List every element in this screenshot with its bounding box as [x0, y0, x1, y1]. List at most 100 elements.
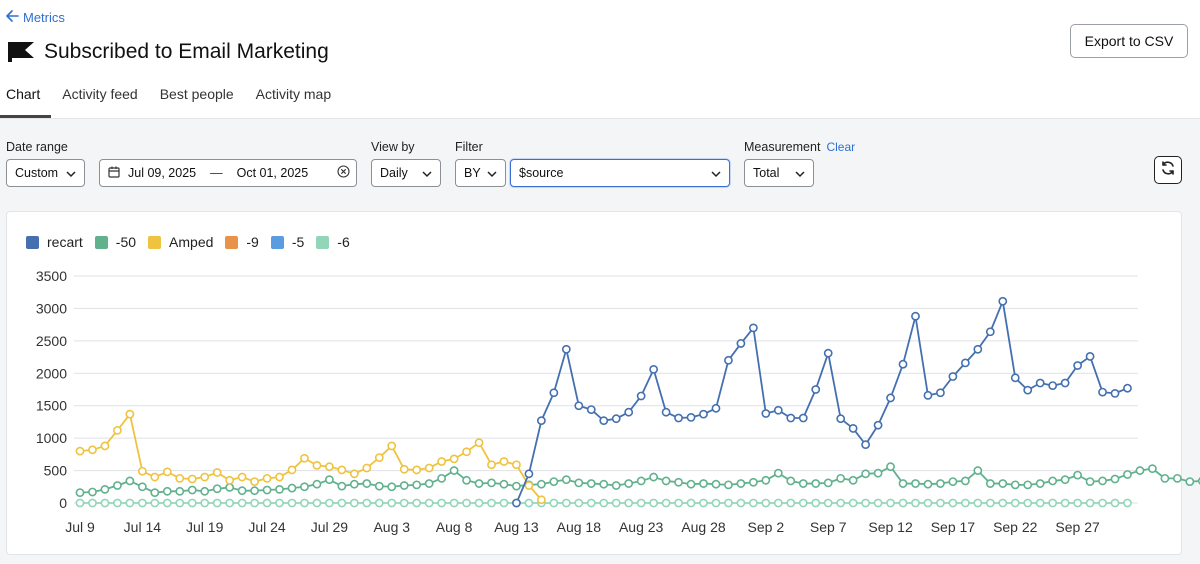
x-tick-label: Jul 9	[65, 519, 95, 535]
clear-date-icon[interactable]	[337, 165, 350, 181]
legend-item[interactable]: Amped	[148, 234, 213, 250]
data-point-Amped	[162, 467, 172, 477]
data-point-Amped	[437, 457, 447, 466]
data-point-Amped	[200, 472, 210, 482]
data-point-50	[599, 479, 609, 489]
data-point-6	[624, 498, 634, 508]
data-point-6	[911, 498, 920, 508]
data-point-recart	[998, 296, 1008, 306]
data-point-6	[936, 498, 945, 508]
data-point-50	[150, 488, 160, 498]
data-point-Amped	[212, 468, 222, 477]
flag-icon	[8, 42, 34, 62]
data-point-50	[823, 478, 833, 488]
tab-activity-map[interactable]: Activity map	[255, 86, 332, 102]
data-point-6	[424, 498, 434, 508]
data-point-50	[960, 476, 970, 486]
data-point-recart	[773, 405, 783, 415]
data-point-recart	[636, 391, 646, 401]
date-range-picker[interactable]: Jul 09, 2025 — Oct 01, 2025	[99, 159, 357, 187]
page-title: Subscribed to Email Marketing	[44, 40, 329, 63]
data-point-Amped	[462, 447, 471, 457]
data-point-recart	[1010, 373, 1020, 383]
data-point-50	[424, 479, 434, 488]
data-point-6	[611, 498, 621, 508]
data-point-recart	[549, 388, 559, 398]
clear-measurement-link[interactable]: Clear	[826, 140, 856, 154]
data-point-recart	[1035, 378, 1045, 388]
data-point-6	[1110, 498, 1120, 508]
data-point-50	[649, 472, 659, 482]
data-point-Amped	[487, 460, 496, 470]
series-line-Amped	[79, 413, 543, 501]
x-tick-label: Aug 13	[494, 519, 539, 535]
data-point-Amped	[499, 457, 509, 466]
data-point-50	[848, 475, 858, 485]
view-by-select[interactable]: Daily	[371, 159, 441, 187]
legend-item[interactable]: recart	[26, 234, 83, 250]
data-point-6	[748, 498, 758, 508]
y-tick-label: 2000	[36, 365, 67, 381]
measurement-select[interactable]: Total	[744, 159, 814, 187]
x-tick-label: Aug 28	[681, 519, 726, 535]
data-point-50	[611, 481, 621, 490]
filter-property-select[interactable]: $source	[510, 159, 730, 187]
data-point-6	[823, 498, 833, 508]
data-point-50	[287, 483, 297, 493]
data-point-50	[798, 479, 808, 488]
data-point-6	[162, 498, 172, 508]
data-point-Amped	[100, 441, 110, 451]
data-point-50	[1172, 473, 1182, 483]
filter-by-select[interactable]: BY	[455, 159, 506, 187]
data-point-50	[836, 473, 846, 483]
data-point-6	[549, 498, 559, 508]
chevron-down-icon	[711, 168, 721, 178]
legend-label: -9	[246, 234, 259, 250]
end-date-input[interactable]: Oct 01, 2025	[236, 166, 309, 180]
x-tick-label: Aug 3	[373, 519, 410, 535]
data-point-50	[512, 481, 521, 491]
data-point-50	[349, 479, 359, 489]
data-point-6	[462, 498, 471, 508]
data-point-recart	[811, 385, 821, 394]
data-point-6	[561, 498, 571, 508]
data-point-recart	[724, 355, 733, 365]
data-point-6	[437, 498, 447, 508]
x-tick-label: Sep 27	[1055, 519, 1100, 535]
data-point-Amped	[349, 469, 359, 479]
legend-item[interactable]: -9	[225, 234, 259, 250]
data-point-6	[736, 498, 746, 508]
legend-item[interactable]: -5	[270, 234, 304, 250]
data-point-50	[113, 481, 122, 490]
data-point-6	[661, 498, 671, 508]
date-separator: —	[210, 166, 223, 180]
data-point-6	[200, 498, 210, 508]
tab-chart[interactable]: Chart	[0, 80, 52, 118]
data-point-50	[100, 484, 110, 494]
export-csv-button[interactable]: Export to CSV	[1070, 24, 1188, 58]
y-tick-label: 3500	[36, 268, 67, 284]
legend-label: Amped	[169, 234, 214, 250]
start-date-input[interactable]: Jul 09, 2025	[128, 166, 197, 180]
back-to-metrics-link[interactable]: Metrics	[6, 10, 65, 25]
tab-activity-feed[interactable]: Activity feed	[62, 86, 138, 102]
data-point-50	[711, 479, 721, 489]
legend-item[interactable]: -50	[94, 234, 136, 250]
data-point-6	[175, 498, 185, 508]
data-point-6	[399, 498, 409, 508]
data-point-recart	[524, 469, 534, 479]
data-point-6	[699, 498, 708, 508]
date-range-mode-select[interactable]: Custom	[6, 159, 85, 187]
data-point-6	[686, 498, 696, 508]
data-point-recart	[586, 405, 596, 415]
tab-best-people[interactable]: Best people	[159, 86, 234, 102]
legend-item[interactable]: -6	[316, 234, 350, 250]
refresh-button[interactable]	[1154, 156, 1182, 184]
data-point-50	[1148, 464, 1157, 474]
data-point-recart	[848, 424, 858, 433]
data-point-6	[811, 498, 821, 508]
data-point-50	[624, 479, 634, 488]
data-point-50	[162, 486, 172, 496]
y-tick-label: 0	[59, 495, 67, 511]
legend-swatch	[225, 235, 239, 249]
